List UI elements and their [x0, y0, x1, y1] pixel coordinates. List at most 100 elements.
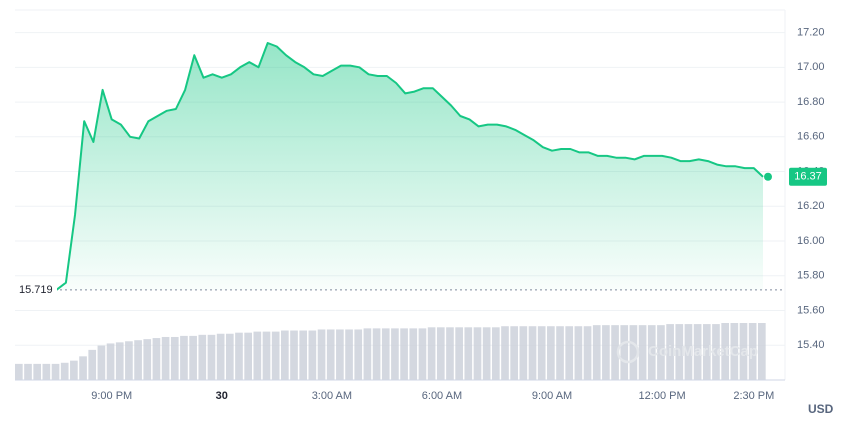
volume-bar [244, 332, 252, 380]
volume-bar [629, 325, 638, 380]
baseline-label: 15.719 [19, 284, 53, 296]
volume-bar [491, 327, 500, 380]
volume-bar [336, 329, 344, 380]
volume-bar [473, 327, 482, 380]
price-badge [789, 167, 827, 186]
volume-bar [565, 326, 574, 380]
volume-bar [739, 323, 748, 380]
volume-bar [235, 332, 243, 380]
volume-bar [207, 334, 216, 380]
y-tick-label: 15.60 [797, 304, 825, 316]
watermark: CoinMarketCap [648, 343, 758, 360]
volume-bar [666, 324, 674, 380]
volume-bar [702, 324, 711, 380]
price-line [20, 42, 764, 295]
volume-bar [693, 324, 702, 380]
volume-bar [583, 326, 592, 380]
y-tick-label: 16.20 [797, 200, 825, 212]
baseline-label-bg [15, 281, 57, 298]
volume-bar [88, 349, 97, 380]
volume-bar [125, 341, 133, 380]
y-tick-label: 16.60 [797, 131, 825, 143]
volume-bar [721, 323, 729, 380]
volume-bar [455, 327, 463, 380]
volume-bar [620, 325, 629, 380]
volume-bar [308, 330, 317, 380]
volume-bar [189, 335, 197, 380]
volume-bar [400, 328, 408, 380]
volume-bar [675, 324, 684, 380]
volume-bar [409, 328, 418, 380]
volume-bar [647, 325, 656, 380]
volume-bar [70, 360, 78, 380]
volume-bar [537, 326, 546, 380]
volume-bar [161, 336, 170, 380]
volume-bar [106, 343, 115, 380]
volume-bar [115, 342, 124, 380]
y-tick-label: 17.20 [797, 26, 825, 38]
volume-bar [684, 324, 693, 380]
y-tick-label: 16.00 [797, 235, 825, 247]
volume-bar [180, 335, 188, 380]
volume-bar [464, 327, 473, 380]
volume-bar [730, 323, 739, 380]
area [20, 43, 763, 294]
volume-bar [510, 326, 519, 380]
volume-bar [372, 328, 381, 380]
volume-bar [281, 330, 289, 380]
volume-bar [574, 326, 583, 380]
volume-bar [638, 325, 647, 380]
volume-bar [519, 326, 528, 380]
x-tick-label: 3:00 AM [312, 390, 352, 402]
x-tick-label: 12:00 PM [639, 390, 686, 402]
volume-bar [15, 363, 23, 380]
volume-bar [354, 329, 363, 380]
volume-bar [97, 345, 106, 380]
volume-bar [262, 331, 271, 380]
volume-bar [24, 363, 32, 380]
volume-bar [547, 326, 555, 380]
volume-bar [143, 339, 152, 380]
volume-bar [198, 334, 207, 380]
volume-bar [299, 330, 308, 380]
volume-bar [446, 327, 454, 380]
volume-bar [290, 330, 298, 380]
x-tick-label: 30 [216, 390, 228, 402]
volume-bar [170, 336, 179, 380]
volume-bars [15, 323, 766, 380]
y-tick-label: 15.40 [797, 339, 825, 351]
volume-bar [482, 327, 491, 380]
volume-bar [317, 329, 326, 380]
volume-bar [216, 333, 225, 380]
watermark-logo [616, 340, 640, 364]
volume-bar [391, 328, 399, 380]
volume-bar [60, 362, 69, 380]
volume-bar [758, 323, 766, 380]
volume-bar [501, 326, 509, 380]
volume-bar [79, 356, 87, 380]
y-tick-label: 15.80 [797, 270, 825, 282]
volume-bar [556, 326, 564, 380]
volume-bar [381, 328, 390, 380]
y-tick-label: 16.80 [797, 96, 825, 108]
volume-bar [657, 325, 665, 380]
x-tick-label: 6:00 AM [422, 390, 462, 402]
volume-bar [363, 328, 372, 380]
y-axis-label: USD [808, 402, 834, 416]
volume-bar [51, 363, 60, 380]
volume-bar [271, 331, 280, 380]
volume-bar [427, 327, 436, 380]
volume-bar [33, 363, 42, 380]
volume-bar [592, 325, 601, 380]
x-tick-label: 2:30 PM [733, 390, 774, 402]
volume-bar [611, 325, 619, 380]
volume-bar [134, 340, 142, 380]
volume-bar [602, 325, 610, 380]
volume-bar [225, 333, 234, 380]
volume-bar [326, 329, 335, 380]
price-badge-label: 16.37 [794, 171, 822, 183]
y-tick-label: 17.00 [797, 61, 825, 73]
volume-bar [748, 323, 757, 380]
volume-bar [418, 328, 427, 380]
